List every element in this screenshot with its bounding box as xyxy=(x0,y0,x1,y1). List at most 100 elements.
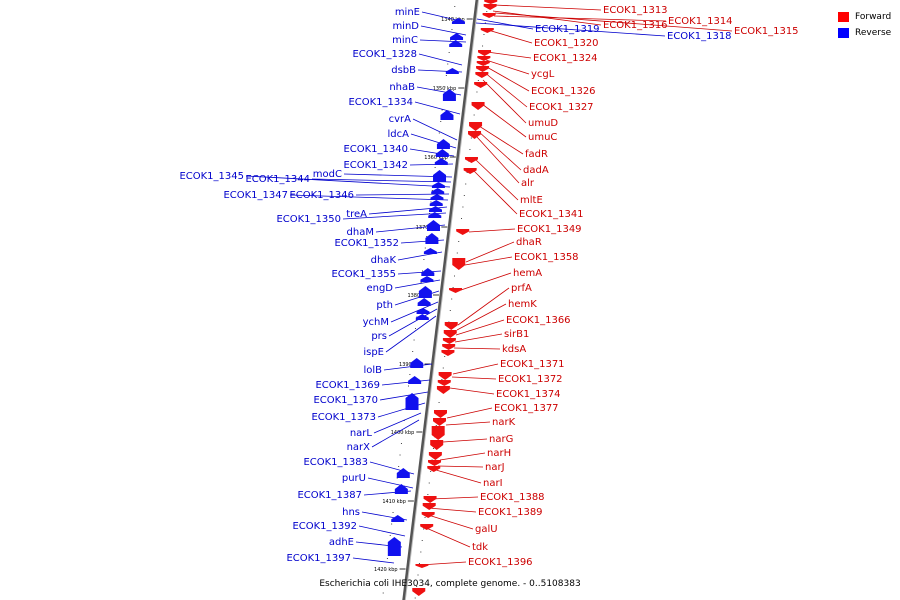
gene-leader-line xyxy=(289,194,449,201)
dot-tick xyxy=(447,63,449,65)
dot-tick xyxy=(477,80,479,81)
dot-tick xyxy=(421,540,423,541)
gene-leader-line xyxy=(476,136,520,184)
gene-leader-line xyxy=(435,469,482,484)
dot-tick xyxy=(391,523,393,525)
dot-tick xyxy=(469,149,471,150)
gene-label: minC xyxy=(392,35,418,46)
forward-feature xyxy=(476,66,490,72)
reverse-feature xyxy=(429,206,443,212)
dot-tick xyxy=(417,574,419,576)
dot-tick xyxy=(470,137,472,139)
gene-leader-line xyxy=(445,421,491,426)
reverse-feature xyxy=(429,200,443,206)
gene-leader-line xyxy=(414,101,461,115)
gene-label: ECOK1_1374 xyxy=(496,389,561,400)
gene-leader-line xyxy=(418,53,463,66)
legend-item-reverse: Reverse xyxy=(838,25,898,41)
forward-feature xyxy=(480,28,494,33)
gene-label: engD xyxy=(366,283,393,294)
forward-feature xyxy=(475,72,489,78)
gene-label: ECOK1_1342 xyxy=(343,160,408,171)
gene-label: ECOK1_1387 xyxy=(297,490,362,501)
genome-backbone-shadow xyxy=(402,0,479,600)
forward-feature xyxy=(437,380,451,386)
dot-tick xyxy=(389,535,391,536)
reverse-feature xyxy=(451,18,465,24)
forward-feature xyxy=(442,338,456,344)
dot-tick xyxy=(412,351,414,352)
reverse-feature xyxy=(410,358,424,368)
gene-leader-line xyxy=(493,4,602,11)
gene-leader-line xyxy=(446,407,493,419)
gene-leader-line xyxy=(449,387,495,395)
reverse-feature xyxy=(440,110,454,120)
reverse-feature xyxy=(433,170,447,182)
gene-leader-line xyxy=(478,125,524,155)
forward-feature xyxy=(441,350,455,356)
gene-label: ECOK1_1340 xyxy=(343,144,408,155)
dot-tick xyxy=(435,425,437,426)
gene-label: fadR xyxy=(525,149,548,160)
dot-tick xyxy=(445,75,447,76)
gene-leader-line xyxy=(476,18,534,30)
gene-label: ECOK1_1352 xyxy=(334,238,399,249)
dot-tick xyxy=(416,586,418,587)
gene-label: adhE xyxy=(329,537,354,548)
dot-tick xyxy=(484,22,486,24)
dot-tick xyxy=(384,581,386,582)
dot-tick xyxy=(458,241,460,242)
gene-leader-line xyxy=(419,39,467,43)
reverse-feature xyxy=(426,220,440,231)
dot-tick xyxy=(421,270,423,272)
gene-label: treA xyxy=(346,209,367,220)
forward-feature xyxy=(433,418,447,426)
gene-label: ECOK1_1328 xyxy=(352,49,417,60)
gene-label: hemK xyxy=(508,299,537,310)
gene-leader-line xyxy=(483,71,528,108)
gene-label: dhaR xyxy=(516,237,542,248)
reverse-feature xyxy=(445,68,459,74)
gene-label: narK xyxy=(492,417,516,428)
gene-label: ECOK1_1396 xyxy=(468,557,533,568)
gene-leader-line xyxy=(473,170,518,215)
forward-feature xyxy=(484,0,498,4)
gene-label: alr xyxy=(521,178,535,189)
reverse-feature xyxy=(417,298,431,306)
gene-label: narI xyxy=(483,478,503,489)
gene-leader-line xyxy=(475,22,666,37)
forward-feature xyxy=(476,61,490,66)
gene-label: ECOK1_1355 xyxy=(331,269,396,280)
dot-tick xyxy=(476,91,478,93)
forward-feature xyxy=(415,564,429,568)
genome-backbone-highlight xyxy=(404,0,480,600)
dot-tick xyxy=(438,402,440,403)
reverse-feature xyxy=(387,537,401,556)
gene-label: ECOK1_1358 xyxy=(514,252,579,263)
gene-label: galU xyxy=(475,524,498,535)
dot-tick xyxy=(423,259,425,260)
dot-tick xyxy=(398,466,400,467)
dot-tick xyxy=(393,500,395,502)
forward-feature xyxy=(421,512,435,518)
reverse-feature xyxy=(396,468,410,478)
scale-tick-label: 1400 kbp xyxy=(391,430,415,436)
gene-label: ycgL xyxy=(531,69,555,80)
gene-label: ECOK1_1370 xyxy=(313,395,378,406)
reverse-feature xyxy=(442,89,456,101)
gene-leader-line xyxy=(412,118,458,141)
gene-label: cvrA xyxy=(389,114,412,125)
gene-label: narL xyxy=(350,428,373,439)
gene-leader-line xyxy=(482,79,527,124)
forward-feature xyxy=(430,440,444,450)
reverse-feature xyxy=(430,194,444,200)
gene-label: minE xyxy=(395,7,420,18)
forward-feature xyxy=(469,122,483,131)
forward-feature xyxy=(452,258,466,270)
dot-tick xyxy=(462,206,464,208)
gene-leader-line xyxy=(397,270,442,275)
gene-leader-line xyxy=(477,130,522,171)
forward-feature xyxy=(438,372,452,380)
gene-label: ychM xyxy=(363,317,389,328)
dot-tick xyxy=(473,114,475,116)
